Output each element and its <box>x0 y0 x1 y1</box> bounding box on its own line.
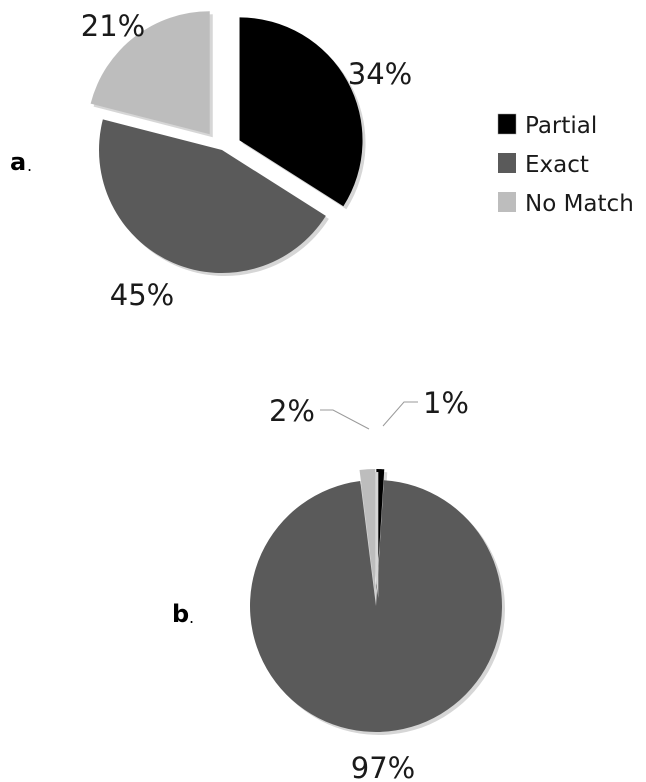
legend-swatch-no-match <box>498 192 516 212</box>
pie-b-label-no-match: 2% <box>269 394 315 428</box>
pie-b-label-exact: 97% <box>351 751 415 782</box>
legend-swatch-exact <box>498 153 516 173</box>
pie-b-leader-partial <box>382 401 418 427</box>
pie-b-slice-exact <box>250 480 503 733</box>
legend-label-partial: Partial <box>525 113 597 139</box>
pie-chart-b: 1% 97% 2% <box>250 386 506 782</box>
legend-label-exact: Exact <box>525 152 589 178</box>
panel-label-b: b <box>172 600 189 628</box>
pie-a-label-exact: 45% <box>110 278 174 312</box>
legend-label-no-match: No Match <box>525 191 634 217</box>
legend-swatch-partial <box>497 113 517 135</box>
panel-label-a-dot: . <box>27 156 32 175</box>
pie-a-slice-exact <box>99 119 326 273</box>
pie-b-leader-no-match <box>320 409 370 430</box>
legend: Partial Exact No Match <box>497 113 634 217</box>
panel-label-a: a <box>10 148 26 176</box>
pie-chart-a: 34% 45% 21% <box>81 9 412 312</box>
panel-label-b-dot: . <box>189 608 194 627</box>
pie-a-slice-no-match <box>90 11 210 135</box>
pie-b-label-partial: 1% <box>423 386 469 420</box>
pie-a-label-partial: 34% <box>348 57 412 91</box>
pie-b-slice-partial <box>376 469 385 596</box>
pie-a-label-no-match: 21% <box>81 9 145 43</box>
pie-a-slice-partial <box>239 17 363 207</box>
pie-b-slice-no-match <box>359 469 376 596</box>
